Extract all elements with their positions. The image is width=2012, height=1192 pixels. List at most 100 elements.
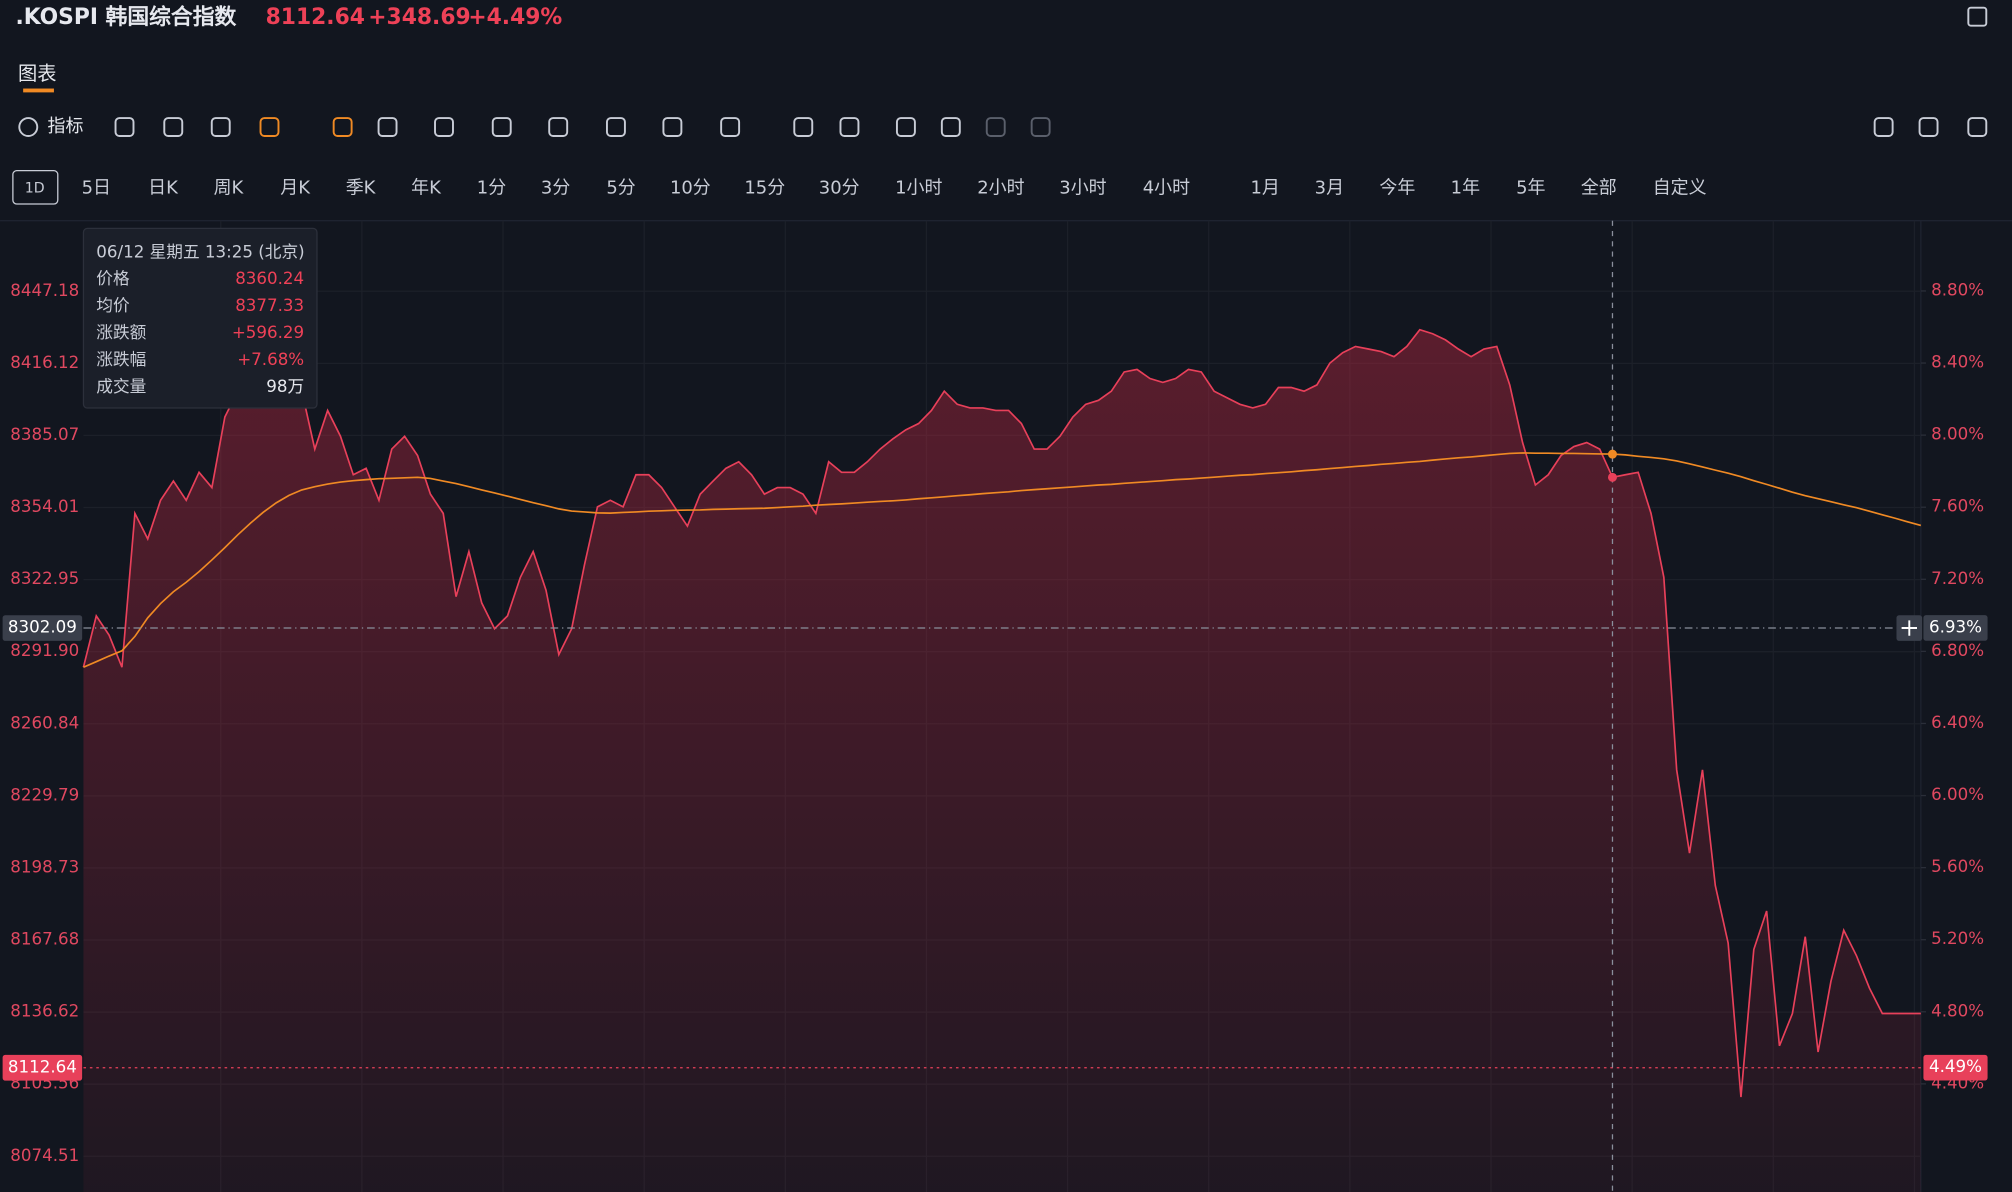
tool-icon[interactable]	[491, 117, 512, 137]
tool-icon[interactable]	[377, 117, 398, 137]
tooltip-rows: 价格 8360.24 均价 8377.33 涨跌额 +596.29 涨跌幅 +7.68% 成交量…	[96, 269, 304, 396]
y2-tick-label: 8.80%	[1931, 280, 1984, 299]
tab[interactable]: 图表	[18, 62, 56, 85]
toolbar	[114, 117, 1988, 137]
tool-icon[interactable]	[605, 117, 626, 137]
timeframe-bar: 1D 5日 日K 周K 月K 季K 年K 1分 3分 5分 10分 15分 30分 1小时 2小时 3小时 4小…	[12, 170, 1707, 205]
price-pct-box	[1923, 1054, 1988, 1081]
crosshair-label: 8302.09	[8, 618, 77, 637]
timeframe[interactable]: 3小时	[1059, 178, 1106, 199]
tooltip-label: 涨跌幅	[96, 350, 146, 369]
indicator-button[interactable]: 指标	[48, 116, 84, 137]
tool-icon[interactable]	[548, 117, 569, 137]
tooltip-value: 8360.24	[235, 269, 304, 288]
tool-icon[interactable]	[1030, 117, 1051, 137]
tool-icon[interactable]	[662, 117, 683, 137]
crosshair-pct-label: 6.93%	[1929, 617, 1982, 636]
tooltip-label: 价格	[96, 269, 130, 288]
tooltip: 06/12 星期五 13:25 (北京) 价格 8360.24 均价 8377.33 涨…	[82, 227, 318, 409]
y2-tick-label: 6.00%	[1931, 785, 1984, 804]
timeframe[interactable]: 1D	[25, 181, 45, 197]
y2-tick-label: 4.80%	[1931, 1001, 1984, 1020]
tool-icon[interactable]	[839, 117, 860, 137]
tool-icon[interactable]	[1967, 117, 1988, 137]
timeframe[interactable]: 自定义	[1653, 178, 1707, 199]
timeframe[interactable]: 1月	[1250, 178, 1279, 199]
change-pct: +4.49%	[468, 5, 562, 30]
chart: 8447.18 8416.12 8385.07 8354.01 8322.95 8291.…	[0, 220, 2012, 1192]
indicator-icon[interactable]	[18, 117, 39, 137]
timeframe[interactable]: 日K	[148, 178, 179, 199]
y-tick-label: 8416.12	[10, 353, 79, 372]
price-label: 8112.64	[8, 1057, 77, 1076]
tool-icon[interactable]	[210, 117, 231, 137]
y-tick-label: 8167.68	[10, 929, 79, 948]
crosshair-dot	[1607, 449, 1617, 459]
timeframe[interactable]: 10分	[670, 178, 711, 199]
timeframe-selected	[12, 170, 59, 205]
timeframe[interactable]: 全部	[1581, 178, 1617, 199]
tool-icon[interactable]	[434, 117, 454, 137]
crosshair-label-box	[2, 615, 83, 641]
collapse-button[interactable]	[1967, 6, 1988, 27]
timeframe[interactable]: 季K	[346, 178, 377, 199]
y2-tick-label: 5.20%	[1931, 929, 1984, 948]
crosshair-plus	[1901, 620, 1918, 636]
tooltip-label: 均价	[96, 296, 130, 315]
tool-icon[interactable]	[259, 117, 280, 137]
timeframe[interactable]: 1小时	[895, 178, 942, 199]
timeframe[interactable]: 5日	[82, 178, 111, 199]
tooltip-label: 成交量	[96, 377, 146, 396]
crosshair-pct-box	[1923, 615, 1988, 641]
y2-tick-label: 5.60%	[1931, 857, 1984, 876]
timeframe[interactable]: 月K	[280, 178, 311, 199]
tooltip-value: +596.29	[232, 323, 304, 342]
tool-icon[interactable]	[332, 117, 353, 137]
y2-tick-label: 6.80%	[1931, 641, 1984, 660]
tool-icon[interactable]	[1873, 117, 1894, 137]
tool-icon[interactable]	[940, 117, 961, 137]
timeframe[interactable]: 3分	[541, 178, 570, 199]
timeframe[interactable]: 1年	[1451, 178, 1480, 199]
y-tick-label: 8074.51	[10, 1146, 79, 1165]
tool-icon[interactable]	[985, 117, 1006, 137]
tooltip-value: 8377.33	[235, 296, 304, 315]
timeframe[interactable]: 年K	[411, 178, 442, 199]
area	[83, 329, 1921, 1192]
tool-icon[interactable]	[793, 117, 814, 137]
y-tick-label: 8260.84	[10, 713, 79, 732]
tab-underline	[23, 88, 54, 93]
price-pct-label: 4.49%	[1929, 1057, 1982, 1076]
price: 8112.64	[266, 5, 365, 30]
tool-icon[interactable]	[114, 117, 135, 137]
tooltip-box	[82, 227, 318, 409]
timeframe[interactable]: 2小时	[977, 178, 1024, 199]
tool-icon[interactable]	[895, 117, 916, 137]
tool-icon[interactable]	[1918, 117, 1939, 137]
timeframe[interactable]: 30分	[819, 178, 860, 199]
y-tick-label: 8136.62	[10, 1002, 79, 1021]
timeframe[interactable]: 15分	[744, 178, 785, 199]
y-tick-label: 8229.79	[10, 785, 79, 804]
tooltip-time: 06/12 星期五 13:25 (北京)	[96, 242, 304, 261]
timeframe[interactable]: 1分	[477, 178, 506, 199]
tool-icon[interactable]	[163, 117, 184, 137]
tooltip-label: 涨跌额	[96, 323, 146, 342]
y-tick-label: 8385.07	[10, 425, 79, 444]
tool-icon[interactable]	[720, 117, 741, 137]
price-label-box	[2, 1054, 83, 1081]
y-tick-label: 8198.73	[10, 857, 79, 876]
y-tick-label: 8322.95	[10, 569, 79, 588]
timeframe[interactable]: 周K	[214, 178, 245, 199]
timeframe[interactable]: 5分	[606, 178, 635, 199]
y2-tick-label: 6.40%	[1931, 713, 1984, 732]
timeframe[interactable]: 5年	[1516, 178, 1545, 199]
timeframe[interactable]: 4小时	[1143, 178, 1190, 199]
tooltip-value: 98万	[266, 377, 304, 396]
timeframe[interactable]: 3月	[1315, 178, 1344, 199]
timeframe[interactable]: 今年	[1379, 178, 1415, 199]
y-tick-label: 8291.90	[10, 641, 79, 660]
y-tick-label: 8354.01	[10, 497, 79, 516]
